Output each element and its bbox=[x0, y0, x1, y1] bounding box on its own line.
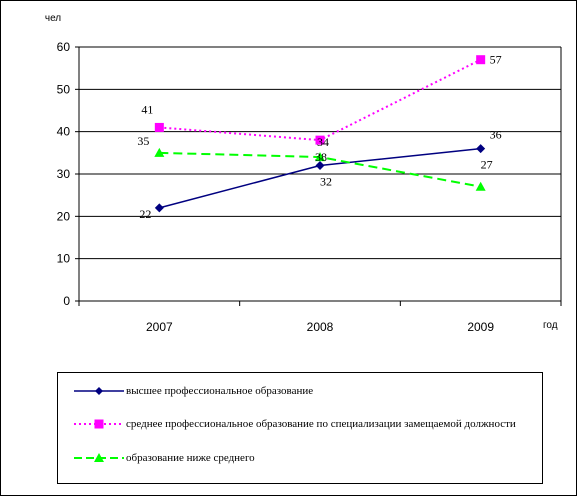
square-marker bbox=[315, 135, 325, 145]
x-tick-label: 2008 bbox=[307, 320, 334, 334]
y-tick-label: 20 bbox=[57, 209, 71, 223]
data-label: 38 bbox=[315, 150, 327, 164]
legend-label: среднее профессиональное образование по … bbox=[126, 418, 516, 430]
data-label: 41 bbox=[141, 102, 153, 116]
legend: высшее профессиональное образование сред… bbox=[57, 372, 543, 484]
y-tick-label: 60 bbox=[57, 40, 71, 54]
series-line-2 bbox=[159, 58, 482, 142]
y-axis-label: чел bbox=[45, 13, 61, 24]
x-axis-label: год bbox=[543, 320, 558, 331]
y-tick-label: 0 bbox=[63, 294, 70, 308]
triangle-marker bbox=[315, 152, 325, 162]
y-tick-label: 10 bbox=[57, 252, 71, 266]
y-tick-label: 40 bbox=[57, 125, 71, 139]
y-tick-labels: 0 10 20 30 40 50 60 bbox=[57, 40, 71, 308]
triangle-marker bbox=[475, 181, 486, 191]
data-labels: 22 32 36 41 34 57 35 38 27 bbox=[137, 53, 501, 221]
diamond-marker bbox=[154, 203, 164, 213]
legend-symbol-square bbox=[74, 419, 124, 429]
data-label: 57 bbox=[490, 53, 502, 67]
legend-label: образование ниже среднего bbox=[126, 452, 255, 464]
data-label: 34 bbox=[317, 135, 329, 149]
data-label: 27 bbox=[481, 158, 493, 172]
data-label: 35 bbox=[137, 134, 149, 148]
x-tick-labels: 2007 2008 2009 bbox=[146, 320, 494, 334]
series-markers bbox=[154, 55, 486, 213]
y-tick-label: 50 bbox=[57, 82, 71, 96]
square-marker bbox=[476, 55, 486, 65]
square-marker bbox=[154, 122, 164, 132]
x-tick-label: 2007 bbox=[146, 320, 173, 334]
axes bbox=[75, 46, 562, 306]
data-label: 32 bbox=[320, 175, 332, 189]
data-label: 22 bbox=[139, 207, 151, 221]
y-tick-label: 30 bbox=[57, 167, 71, 181]
legend-symbol-triangle bbox=[74, 453, 124, 462]
gridlines bbox=[79, 46, 561, 260]
data-label: 36 bbox=[490, 128, 502, 142]
triangle-marker bbox=[154, 147, 165, 157]
diamond-marker bbox=[476, 144, 486, 154]
legend-label: высшее профессиональное образование bbox=[126, 385, 314, 397]
diamond-marker bbox=[315, 161, 325, 171]
legend-symbol-diamond bbox=[74, 387, 124, 395]
x-tick-label: 2009 bbox=[467, 320, 494, 334]
